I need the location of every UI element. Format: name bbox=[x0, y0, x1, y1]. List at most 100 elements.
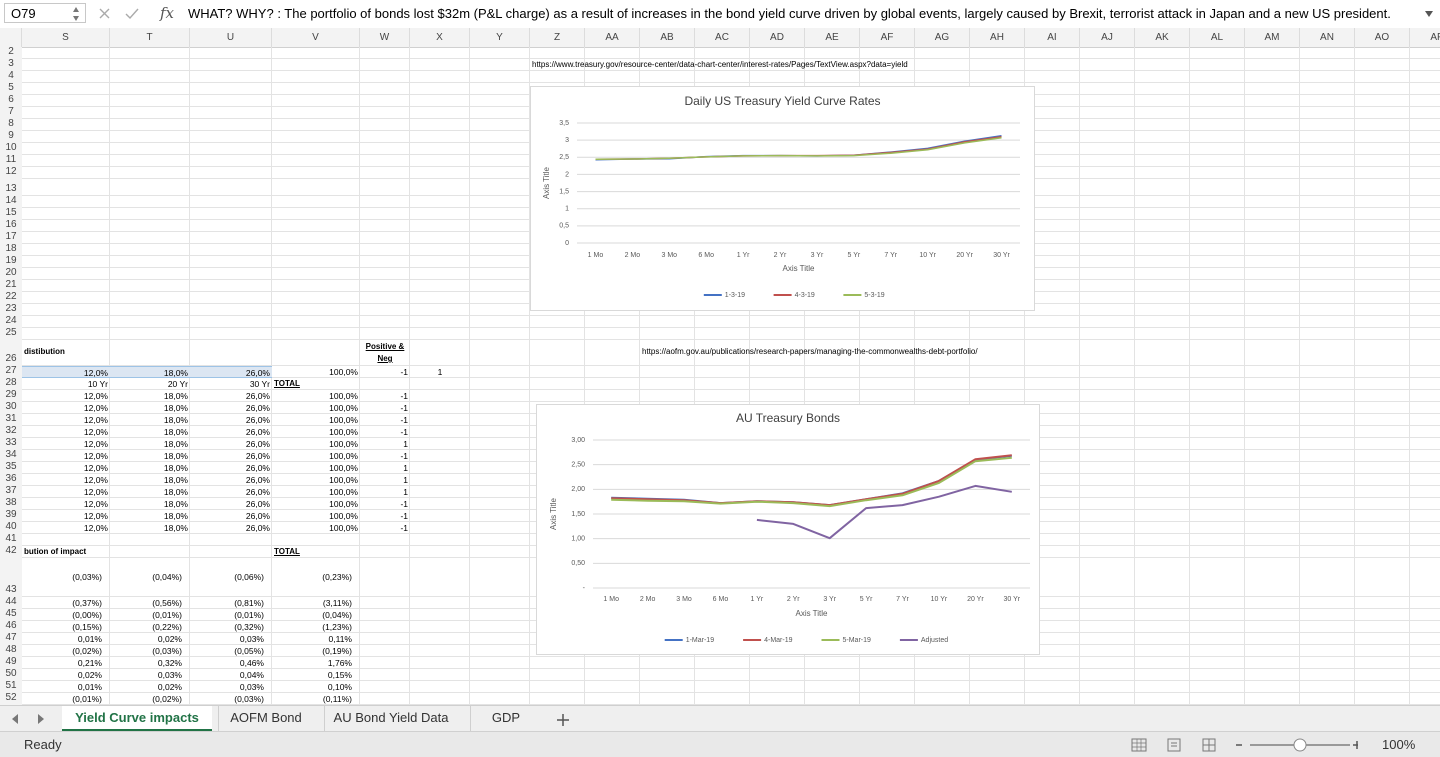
row-header[interactable]: 37 bbox=[5, 485, 17, 496]
cell[interactable]: 0,03% bbox=[157, 670, 182, 680]
row-header[interactable]: 16 bbox=[5, 219, 17, 230]
cell[interactable]: 12,0% bbox=[83, 391, 108, 401]
row-header[interactable]: 41 bbox=[5, 533, 17, 544]
cell[interactable]: 26,0% bbox=[190, 366, 272, 378]
add-sheet[interactable] bbox=[555, 712, 571, 728]
cell[interactable]: 100,0% bbox=[329, 511, 358, 521]
cell[interactable]: 0,46% bbox=[239, 658, 264, 668]
cell[interactable]: (0,11%) bbox=[322, 694, 352, 704]
chart[interactable]: AU Treasury Bonds - 0,50 1,00 1,50 2,00 2,50 3,… bbox=[536, 404, 1040, 655]
view-and-zoom-controls[interactable] bbox=[1128, 737, 1358, 753]
cell[interactable]: 100,0% bbox=[329, 499, 358, 509]
cell[interactable]: 100,0% bbox=[329, 451, 358, 461]
cell[interactable]: 0,04% bbox=[239, 670, 264, 680]
cell[interactable]: (0,04%) bbox=[152, 572, 182, 582]
cell[interactable]: -1 bbox=[400, 523, 408, 533]
cell[interactable]: (0,01%) bbox=[234, 610, 264, 620]
row-header[interactable]: 10 bbox=[5, 142, 17, 153]
cell[interactable]: (0,05%) bbox=[234, 646, 264, 656]
cell[interactable]: 100,0% bbox=[329, 463, 358, 473]
cell[interactable]: 0,03% bbox=[239, 634, 264, 644]
cell[interactable]: 0,10% bbox=[327, 682, 352, 692]
row-header[interactable]: 35 bbox=[5, 461, 17, 472]
row-header[interactable]: 11 bbox=[5, 154, 17, 165]
cell[interactable]: 18,0% bbox=[163, 439, 188, 449]
cell[interactable]: -1 bbox=[400, 367, 408, 377]
row-header[interactable]: 23 bbox=[5, 303, 17, 314]
cell[interactable]: TOTAL bbox=[274, 547, 300, 556]
cell[interactable]: 0,32% bbox=[157, 658, 182, 668]
cell[interactable]: 100,0% bbox=[329, 427, 358, 437]
cell[interactable]: 100,0% bbox=[329, 367, 358, 377]
row-header[interactable]: 15 bbox=[5, 207, 17, 218]
row-header[interactable]: 14 bbox=[5, 195, 17, 206]
row-header[interactable]: 45 bbox=[5, 608, 17, 619]
cell[interactable]: (0,37%) bbox=[72, 598, 102, 608]
tab-scroll[interactable] bbox=[10, 713, 50, 725]
cell[interactable]: 12,0% bbox=[83, 439, 108, 449]
row-header[interactable]: 44 bbox=[5, 596, 17, 607]
column-header[interactable]: X bbox=[410, 28, 470, 47]
cell[interactable]: 0,02% bbox=[157, 634, 182, 644]
cell[interactable]: 12,0% bbox=[22, 366, 110, 378]
cell[interactable]: 0,01% bbox=[77, 634, 102, 644]
cell[interactable]: https://www.treasury.gov/resource-center… bbox=[532, 60, 908, 69]
column-header[interactable]: AL bbox=[1190, 28, 1245, 47]
cell[interactable]: 26,0% bbox=[245, 475, 270, 485]
cell[interactable]: (0,22%) bbox=[152, 622, 182, 632]
row-header[interactable]: 8 bbox=[8, 118, 14, 129]
cell[interactable]: https://aofm.gov.au/publications/researc… bbox=[642, 347, 978, 356]
cell[interactable]: (0,01%) bbox=[152, 610, 182, 620]
cell[interactable]: 26,0% bbox=[245, 487, 270, 497]
cell[interactable]: 0,02% bbox=[157, 682, 182, 692]
cell[interactable]: -1 bbox=[400, 415, 408, 425]
cell[interactable]: 100,0% bbox=[329, 439, 358, 449]
row-header[interactable]: 18 bbox=[5, 243, 17, 254]
cell[interactable]: 12,0% bbox=[83, 523, 108, 533]
column-header[interactable]: AG bbox=[915, 28, 970, 47]
cell[interactable]: 10 Yr bbox=[87, 379, 108, 389]
column-header[interactable]: AB bbox=[640, 28, 695, 47]
row-header[interactable]: 50 bbox=[5, 668, 17, 679]
cell[interactable]: 18,0% bbox=[163, 499, 188, 509]
column-header[interactable]: AI bbox=[1025, 28, 1080, 47]
cell[interactable]: 12,0% bbox=[83, 475, 108, 485]
row-header[interactable]: 42 bbox=[5, 545, 17, 556]
column-header[interactable]: AD bbox=[750, 28, 805, 47]
cell[interactable]: 30 Yr bbox=[249, 379, 270, 389]
cell[interactable]: 100,0% bbox=[329, 475, 358, 485]
cell[interactable]: (3,11%) bbox=[322, 598, 352, 608]
cell[interactable]: 100,0% bbox=[329, 391, 358, 401]
cancel-enter-icons[interactable] bbox=[96, 6, 146, 22]
cell[interactable]: 18,0% bbox=[163, 451, 188, 461]
cell[interactable]: 1,76% bbox=[327, 658, 352, 668]
cell[interactable]: (0,56%) bbox=[152, 598, 182, 608]
chart[interactable]: Daily US Treasury Yield Curve Rates 0 0,5 1… bbox=[530, 86, 1035, 311]
column-header[interactable]: Z bbox=[530, 28, 585, 47]
cell[interactable]: distibution bbox=[24, 347, 65, 356]
row-header[interactable]: 13 bbox=[5, 183, 17, 194]
cell[interactable]: 0,15% bbox=[327, 670, 352, 680]
cell[interactable]: 1 bbox=[437, 367, 443, 377]
column-header[interactable]: AA bbox=[585, 28, 640, 47]
cell[interactable]: -1 bbox=[400, 499, 408, 509]
cell[interactable]: 0,01% bbox=[77, 682, 102, 692]
cell[interactable]: 1 bbox=[403, 463, 408, 473]
row-header[interactable]: 22 bbox=[5, 291, 17, 302]
column-header[interactable]: AO bbox=[1355, 28, 1410, 47]
cell[interactable]: 12,0% bbox=[83, 511, 108, 521]
column-header[interactable]: AP bbox=[1410, 28, 1440, 47]
formula-text[interactable]: WHAT? WHY? : The portfolio of bonds lost… bbox=[188, 6, 1391, 21]
cell[interactable]: (0,19%) bbox=[322, 646, 352, 656]
cell[interactable]: 12,0% bbox=[83, 487, 108, 497]
cell[interactable]: 26,0% bbox=[245, 439, 270, 449]
row-header[interactable]: 31 bbox=[5, 413, 17, 424]
row-header[interactable]: 27 bbox=[5, 365, 17, 376]
cell[interactable]: (0,02%) bbox=[72, 646, 102, 656]
cell[interactable]: (0,04%) bbox=[322, 610, 352, 620]
sheet-tab[interactable]: Yield Curve impacts bbox=[62, 706, 212, 731]
expand-formula[interactable] bbox=[1424, 9, 1434, 19]
cell[interactable]: 18,0% bbox=[163, 415, 188, 425]
row-header[interactable]: 29 bbox=[5, 389, 17, 400]
cell[interactable]: -1 bbox=[400, 451, 408, 461]
